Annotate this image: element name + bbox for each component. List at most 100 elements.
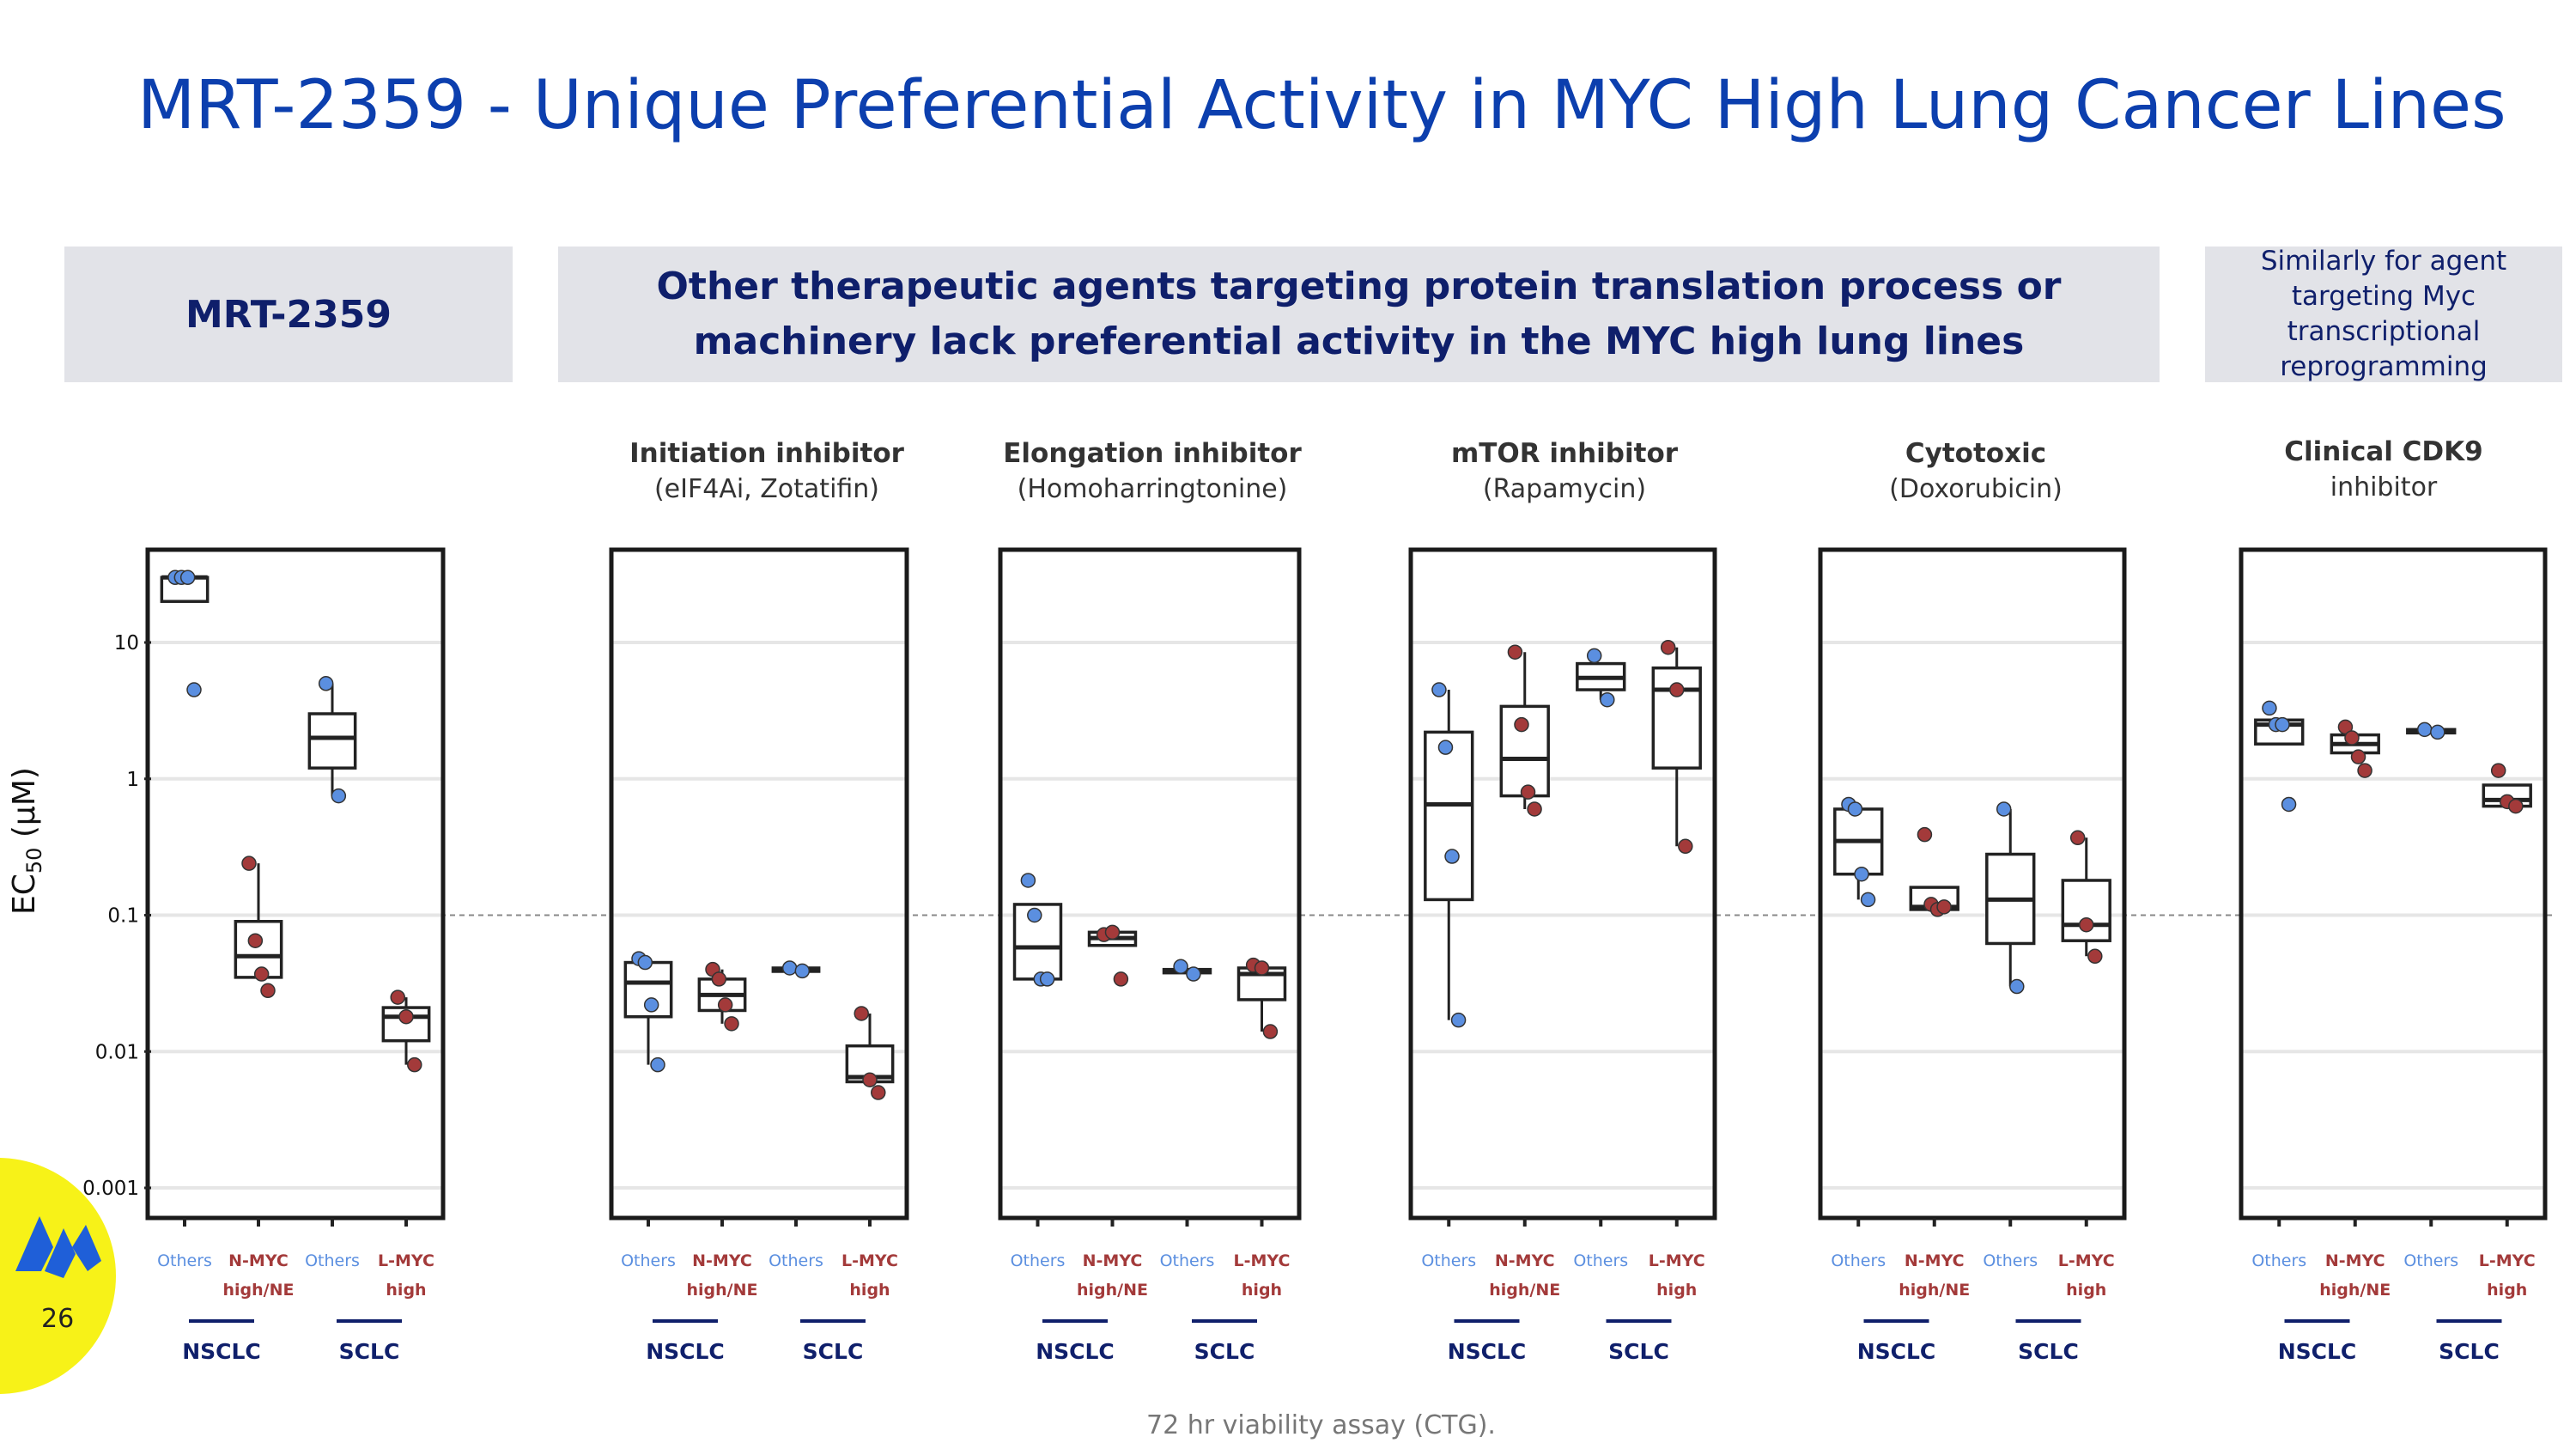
panel-title-initiation: Initiation inhibitor (eIF4Ai, Zotatifin): [569, 438, 964, 504]
group-label: SCLC: [1194, 1339, 1255, 1364]
group-label: NSCLC: [646, 1339, 725, 1364]
page-number: 26: [41, 1304, 75, 1334]
data-point: [1020, 873, 1036, 888]
category-label: Others: [2251, 1251, 2306, 1270]
data-point: [2344, 730, 2360, 746]
box: [1424, 730, 1474, 902]
data-point: [260, 983, 276, 999]
category-label-line2: high: [2487, 1281, 2527, 1300]
category-label: Others: [1160, 1251, 1215, 1270]
category-label: N-MYC: [1495, 1251, 1555, 1270]
group-label: SCLC: [803, 1339, 864, 1364]
category-label: Others: [1983, 1251, 2038, 1270]
data-point: [650, 1056, 665, 1073]
category-label: N-MYC: [228, 1251, 289, 1270]
data-point: [2350, 749, 2366, 764]
data-point: [1450, 1012, 1467, 1028]
data-point: [390, 989, 405, 1005]
panel-title-mtor: mTOR inhibitor (Rapamycin): [1367, 438, 1762, 504]
data-point: [2337, 719, 2354, 735]
data-point: [794, 963, 811, 979]
panel-frame: [609, 547, 909, 1221]
category-label-line2: high/NE: [1489, 1281, 1560, 1300]
panel-title-sub: (Homoharringtonine): [1017, 474, 1288, 504]
panel-title-sub: (Rapamycin): [1482, 474, 1647, 504]
data-point: [318, 676, 334, 691]
data-point: [2262, 700, 2277, 716]
footnote: 72 hr viability assay (CTG).: [1146, 1410, 1496, 1440]
data-point: [2079, 916, 2094, 933]
group-label: SCLC: [339, 1339, 400, 1364]
panel-title-sub: (Doxorubicin): [1889, 474, 2063, 504]
category-label: Others: [621, 1251, 676, 1270]
data-point: [2087, 948, 2103, 965]
category-label: L-MYC: [378, 1251, 434, 1270]
data-point: [862, 1072, 878, 1087]
data-point: [398, 1008, 414, 1025]
y-tick-label: 10: [114, 632, 139, 654]
category-label: L-MYC: [1649, 1251, 1705, 1270]
panel-title-cdk9: Clinical CDK9 inhibitor: [2186, 436, 2576, 502]
group-label: NSCLC: [1448, 1339, 1527, 1364]
panel-title-sub: inhibitor: [2330, 472, 2438, 502]
data-point: [854, 1006, 869, 1021]
data-point: [1936, 899, 1952, 915]
data-point: [1431, 682, 1447, 697]
data-point: [1860, 892, 1876, 908]
data-point: [2430, 724, 2445, 740]
category-label: Others: [1573, 1251, 1628, 1270]
data-point: [331, 788, 347, 804]
data-point: [1514, 716, 1529, 733]
panel-frame: [1818, 547, 2127, 1221]
category-label: Others: [1421, 1251, 1476, 1270]
category-label: L-MYC: [2479, 1251, 2536, 1270]
data-point: [253, 966, 270, 982]
category-label-line2: high: [1656, 1281, 1697, 1300]
myc-banner-text: Similarly for agent targeting Myc transc…: [2260, 246, 2507, 382]
data-point: [1669, 682, 1685, 697]
panel-title-main: mTOR inhibitor: [1450, 438, 1679, 469]
panel-title-main: Clinical CDK9: [2284, 436, 2483, 467]
data-point: [1586, 648, 1602, 664]
category-label: Others: [1011, 1251, 1066, 1270]
data-point: [1854, 866, 1869, 882]
data-point: [1254, 960, 1270, 976]
data-point: [247, 933, 264, 948]
panel-title-main: Initiation inhibitor: [629, 438, 904, 469]
group-label: SCLC: [2018, 1339, 2079, 1364]
data-point: [407, 1056, 422, 1073]
data-point: [2069, 830, 2086, 846]
data-point: [2281, 796, 2297, 813]
category-label: L-MYC: [1234, 1251, 1291, 1270]
data-point: [1660, 639, 1676, 655]
data-point: [1104, 924, 1121, 941]
panel-title-sub: (eIF4Ai, Zotatifin): [653, 474, 880, 504]
data-point: [871, 1085, 886, 1100]
category-label: N-MYC: [2325, 1251, 2385, 1270]
category-label: N-MYC: [1083, 1251, 1143, 1270]
data-point: [643, 997, 659, 1013]
data-point: [1917, 826, 1933, 843]
data-point: [241, 855, 257, 871]
data-point: [717, 997, 733, 1013]
panel-title-cytotoxic: Cytotoxic (Doxorubicin): [1778, 438, 2173, 504]
data-point: [1173, 959, 1188, 975]
group-label: NSCLC: [1036, 1339, 1115, 1364]
data-point: [1437, 740, 1454, 755]
data-point: [2416, 721, 2433, 738]
data-point: [637, 954, 653, 971]
y-tick-label: 0.01: [95, 1041, 139, 1063]
category-label-line2: high/NE: [1077, 1281, 1148, 1300]
category-label-line2: high/NE: [223, 1281, 295, 1300]
y-tick-label: 0.001: [82, 1178, 139, 1200]
data-point: [1678, 838, 1693, 855]
category-label: Others: [157, 1251, 212, 1270]
panel-title-main: Cytotoxic: [1905, 438, 2047, 469]
data-point: [711, 971, 727, 987]
group-label: SCLC: [1608, 1339, 1669, 1364]
panel-title-elongation: Elongation inhibitor (Homoharringtonine): [955, 438, 1350, 504]
group-label: SCLC: [2439, 1339, 2500, 1364]
category-label-line2: high: [386, 1281, 426, 1300]
category-label-line2: high: [2066, 1281, 2106, 1300]
other-agents-banner-text: Other therapeutic agents targeting prote…: [656, 265, 2062, 363]
